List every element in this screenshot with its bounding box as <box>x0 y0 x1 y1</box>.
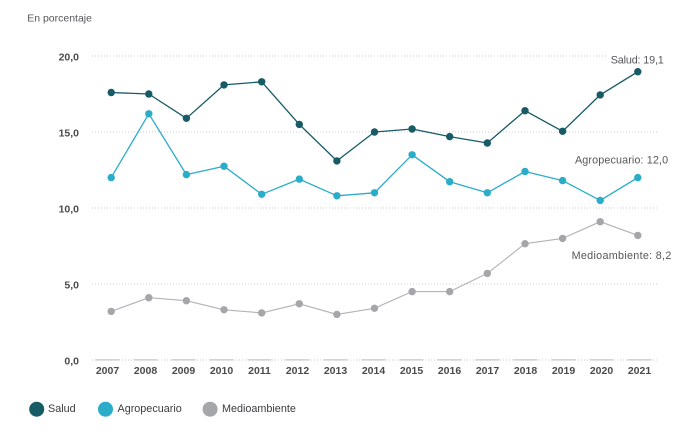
svg-text:2009: 2009 <box>172 365 196 377</box>
svg-text:Agropecuario: Agropecuario <box>118 403 182 415</box>
svg-text:2014: 2014 <box>362 365 386 377</box>
svg-text:Medioambiente: 8,2: Medioambiente: 8,2 <box>572 250 672 262</box>
svg-text:2021: 2021 <box>628 365 652 377</box>
svg-text:En porcentaje: En porcentaje <box>27 12 92 24</box>
svg-text:Agropecuario: 12,0: Agropecuario: 12,0 <box>575 154 668 166</box>
svg-text:2011: 2011 <box>248 365 271 377</box>
svg-text:2013: 2013 <box>324 365 348 377</box>
svg-text:2020: 2020 <box>590 365 614 377</box>
svg-text:0,0: 0,0 <box>64 356 79 368</box>
svg-text:Salud: Salud <box>48 403 76 415</box>
svg-text:2017: 2017 <box>476 365 500 377</box>
svg-text:2007: 2007 <box>96 365 120 377</box>
svg-text:15,0: 15,0 <box>59 128 80 140</box>
svg-text:2019: 2019 <box>552 365 576 377</box>
svg-text:10,0: 10,0 <box>59 204 80 216</box>
svg-text:2008: 2008 <box>134 365 158 377</box>
svg-text:2010: 2010 <box>210 365 234 377</box>
svg-text:2012: 2012 <box>286 365 310 377</box>
svg-text:20,0: 20,0 <box>59 52 80 64</box>
svg-text:2016: 2016 <box>438 365 462 377</box>
svg-text:5,0: 5,0 <box>64 280 79 292</box>
svg-text:Salud: 19,1: Salud: 19,1 <box>611 54 664 66</box>
svg-text:2015: 2015 <box>400 365 424 377</box>
svg-text:2018: 2018 <box>514 365 538 377</box>
svg-text:Medioambiente: Medioambiente <box>222 403 296 415</box>
